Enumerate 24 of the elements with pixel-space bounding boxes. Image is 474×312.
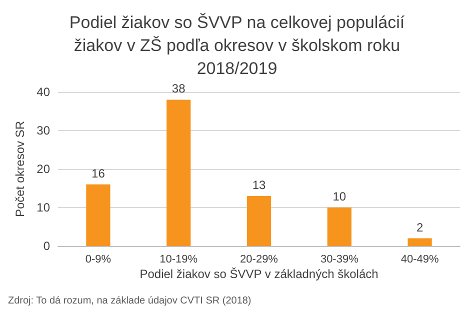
y-tick-label: 40 [36, 85, 50, 99]
y-tick-label: 0 [43, 239, 50, 253]
data-label: 2 [416, 220, 424, 234]
bar [246, 196, 272, 246]
data-label: 10 [332, 190, 346, 204]
x-tick-label: 40-49% [400, 254, 439, 266]
y-axis-title: Počet okresov SR [12, 120, 27, 218]
text: Zdroj: To dá rozum, na základe údajov CVTI SR (2018) [8, 296, 252, 306]
chart-title: Podiel žiakov so ŠVVP na celkovej populácií žiakov v ZŠ podľa okresov v školskom roku 2018/2019 [69, 13, 405, 78]
x-tick-label: 30-39% [320, 254, 359, 266]
y-tick-label: 10 [36, 200, 50, 214]
x-tick-label: 10-19% [160, 254, 198, 266]
x-tick-label: 0-9% [85, 254, 112, 266]
data-label: 16 [92, 166, 106, 180]
bar [327, 208, 352, 246]
data-label: 13 [252, 178, 266, 192]
x-tick-label: 20-29% [240, 254, 278, 266]
bar [408, 238, 432, 246]
y-tick-label: 20 [36, 162, 50, 176]
bar [166, 100, 191, 246]
data-label: 38 [172, 82, 186, 96]
bar [86, 184, 110, 246]
y-tick-label: 30 [36, 124, 50, 138]
x-axis-title: Podiel žiakov so ŠVVP v základných školách [140, 267, 378, 281]
